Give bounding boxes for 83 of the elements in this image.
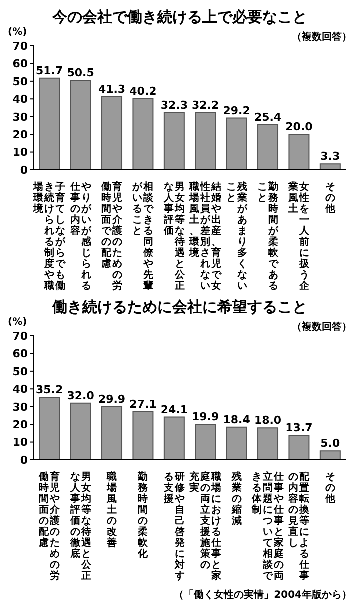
- y-tick-label: 20: [12, 128, 28, 142]
- data-label: 3.3: [320, 150, 340, 164]
- text: （「働く女性の実情」2004年版から）: [173, 588, 352, 602]
- category-label: 男女均等な待遇と公正な人事評価の徹底: [70, 472, 92, 582]
- category-label: 女性を一人前に扱う企業風土: [288, 182, 310, 292]
- bar: [164, 112, 185, 170]
- category-label: 結婚や出産、育児で女性社員が差別されない職場風土、環境: [190, 182, 222, 292]
- y-axis-title: (%): [8, 317, 28, 330]
- y-tick-label: 50: [12, 365, 28, 378]
- category-label: 育児や介護のための労働時間面の配慮: [39, 472, 60, 582]
- data-label: 50.5: [67, 66, 94, 80]
- bar: [70, 80, 92, 170]
- data-label: 20.0: [286, 120, 314, 134]
- category-label: 職場における仕事と家庭の両立支援施策の充実: [190, 472, 222, 582]
- data-label: 27.1: [130, 398, 157, 411]
- bar: [288, 134, 310, 170]
- x-tick-label: 職場風土の改善: [107, 472, 117, 551]
- y-tick-label: 10: [12, 146, 28, 160]
- bar: [70, 402, 92, 460]
- y-tick-label: 70: [12, 40, 28, 53]
- bar: [164, 416, 185, 460]
- bar: [288, 435, 310, 460]
- y-tick-label: 60: [12, 348, 28, 361]
- data-label: 40.2: [130, 84, 157, 98]
- y-tick-label: 70: [12, 330, 28, 343]
- bar: [258, 428, 279, 460]
- bar: [39, 397, 60, 460]
- bar: [132, 98, 154, 170]
- data-label: 24.1: [160, 403, 188, 416]
- data-label: 41.3: [98, 82, 126, 96]
- bar: [258, 124, 279, 170]
- y-tick-label: 10: [12, 436, 28, 450]
- category-label: 相談できる同僚や先輩がいること: [132, 182, 154, 292]
- data-label: 5.0: [320, 437, 340, 450]
- y-tick-label: 20: [12, 418, 28, 432]
- data-label: 18.0: [254, 414, 282, 428]
- bar: [226, 118, 248, 170]
- data-label: 29.9: [98, 393, 126, 406]
- y-tick-label: 0: [20, 454, 28, 467]
- chart-title: 今の会社で働き続ける上で必要なこと: [51, 8, 308, 27]
- y-tick-label: 60: [12, 58, 28, 71]
- bar: [39, 78, 60, 170]
- data-label: 32.3: [160, 98, 188, 112]
- x-tick-label: その他: [325, 182, 336, 217]
- x-tick-label: その他: [325, 472, 336, 507]
- text: （複数回答）: [292, 320, 352, 333]
- category-label: 仕事や仕事と家庭の両立問題について相談できる体制: [252, 472, 284, 582]
- bar: [320, 164, 341, 170]
- category-label: 子育てしながらでも働き続けられる制度や職場環境: [34, 182, 66, 292]
- bar: [132, 411, 154, 460]
- category-label: 育児や介護のための労働時間面での配慮: [102, 182, 122, 292]
- y-tick-label: 30: [12, 110, 28, 124]
- data-label: 18.4: [223, 413, 251, 426]
- bar: [102, 406, 123, 460]
- category-label: 配置転換等による仕事の内容の見直し: [288, 472, 310, 582]
- x-tick-label: 勤務時間の柔軟化: [138, 472, 148, 562]
- data-label: 13.7: [286, 422, 313, 435]
- y-tick-label: 50: [12, 75, 28, 88]
- data-label: 19.9: [192, 410, 220, 424]
- data-label: 32.0: [67, 389, 95, 402]
- data-label: 51.7: [36, 64, 64, 78]
- x-tick-label: 残業の縮減: [232, 472, 242, 529]
- data-label: 25.4: [254, 111, 282, 124]
- category-label: 男女均等な待遇と公正な人事評価: [164, 182, 185, 292]
- bar: [226, 426, 248, 460]
- category-label: 勤務時間が柔軟であること: [258, 182, 278, 292]
- bar: [102, 96, 123, 170]
- category-label: 残業があまり多くないこと: [226, 182, 248, 292]
- y-tick-label: 40: [12, 383, 28, 396]
- y-tick-label: 0: [20, 164, 28, 177]
- category-label: やりがいが感じられる仕事の内容: [70, 182, 92, 292]
- category-label: 研修や自己啓発に対する支援: [164, 472, 185, 582]
- data-label: 32.2: [192, 98, 220, 112]
- chart-title: 働き続けるために会社に希望すること: [51, 298, 308, 317]
- bar: [320, 450, 341, 460]
- bar: [195, 112, 216, 170]
- data-label: 35.2: [36, 384, 64, 397]
- y-axis-title: (%): [8, 27, 28, 40]
- y-tick-label: 30: [12, 400, 28, 414]
- y-tick-label: 40: [12, 93, 28, 106]
- bar: [195, 424, 216, 460]
- text: （複数回答）: [292, 30, 352, 43]
- data-label: 29.2: [223, 104, 250, 118]
